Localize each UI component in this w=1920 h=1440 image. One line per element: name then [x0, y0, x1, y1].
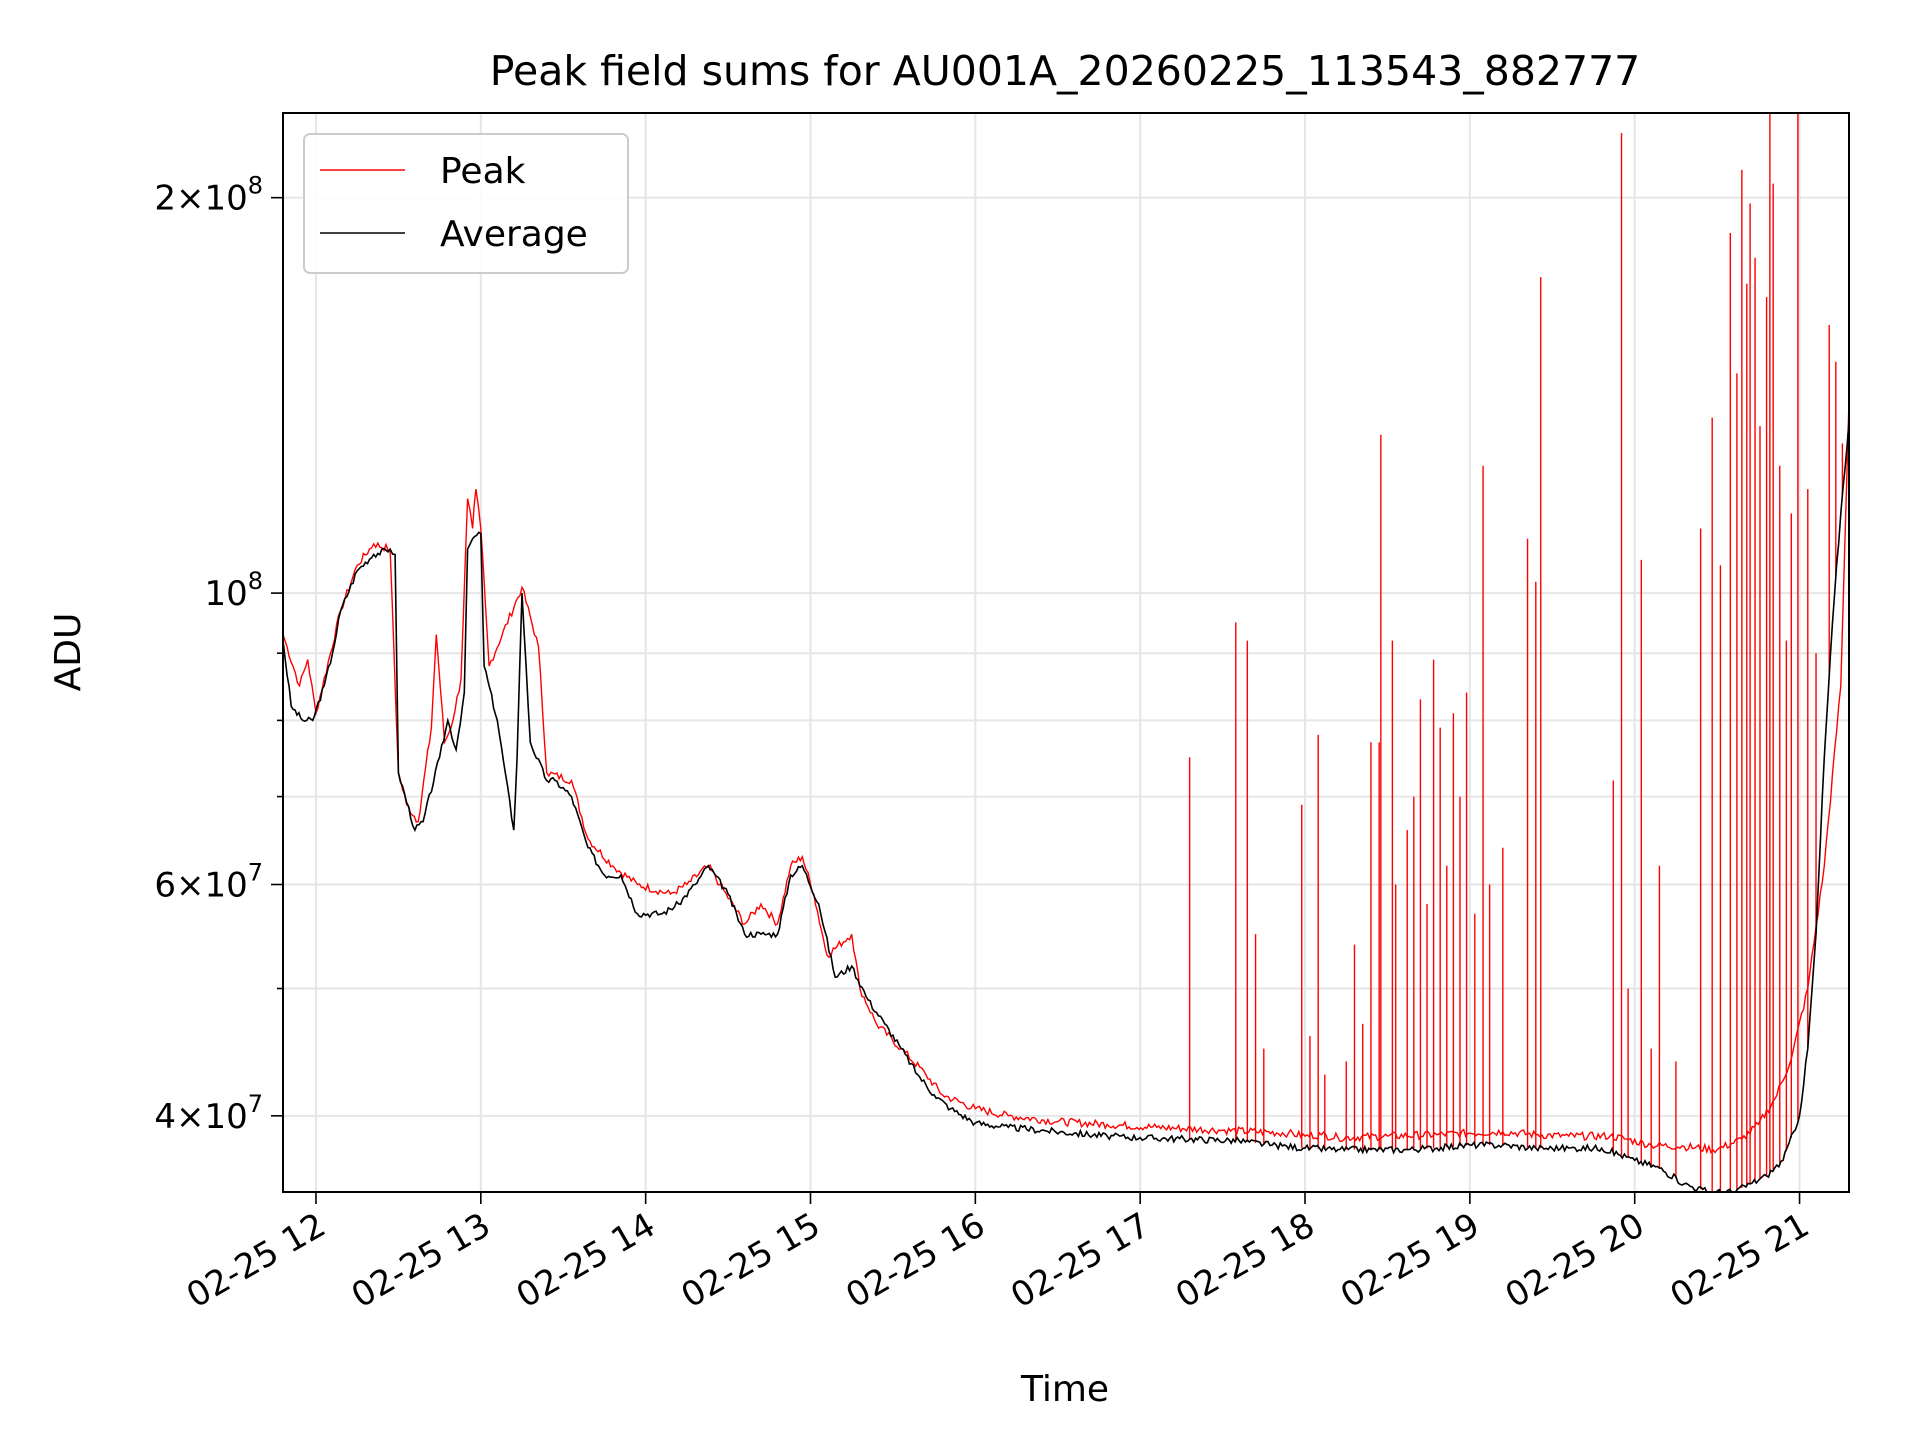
y-tick-times: ×10 — [176, 866, 248, 906]
y-tick-times: ×10 — [176, 1097, 248, 1137]
y-tick-exponent: 8 — [248, 172, 263, 200]
grid — [283, 113, 1849, 1192]
y-tick-label: 6×107 — [154, 859, 263, 906]
y-tick-exponent: 7 — [248, 859, 263, 887]
average-series-line — [283, 421, 1849, 1192]
legend: Peak Average — [303, 133, 629, 274]
y-tick-times: ×10 — [176, 179, 248, 219]
y-tick-base: 2 — [154, 179, 176, 219]
y-tick-ten: 10 — [204, 574, 247, 614]
y-tick-label: 4×107 — [154, 1090, 263, 1137]
y-tick-exponent: 8 — [248, 567, 263, 595]
series-layer — [283, 113, 1849, 1192]
y-tick-base: 6 — [154, 866, 176, 906]
peak-series-line — [283, 401, 1849, 1155]
legend-peak-label: Peak — [440, 151, 526, 192]
y-axis-label: ADU — [48, 613, 89, 692]
y-tick-exponent: 7 — [248, 1090, 263, 1118]
legend-average-label: Average — [440, 214, 588, 255]
y-tick-label: 108 — [204, 567, 263, 614]
chart-title: Peak field sums for AU001A_20260225_1135… — [490, 47, 1641, 95]
legend-box — [303, 133, 629, 274]
x-axis-label: Time — [1020, 1369, 1109, 1410]
y-tick-base: 4 — [154, 1097, 176, 1137]
y-tick-label: 2×108 — [154, 172, 263, 219]
